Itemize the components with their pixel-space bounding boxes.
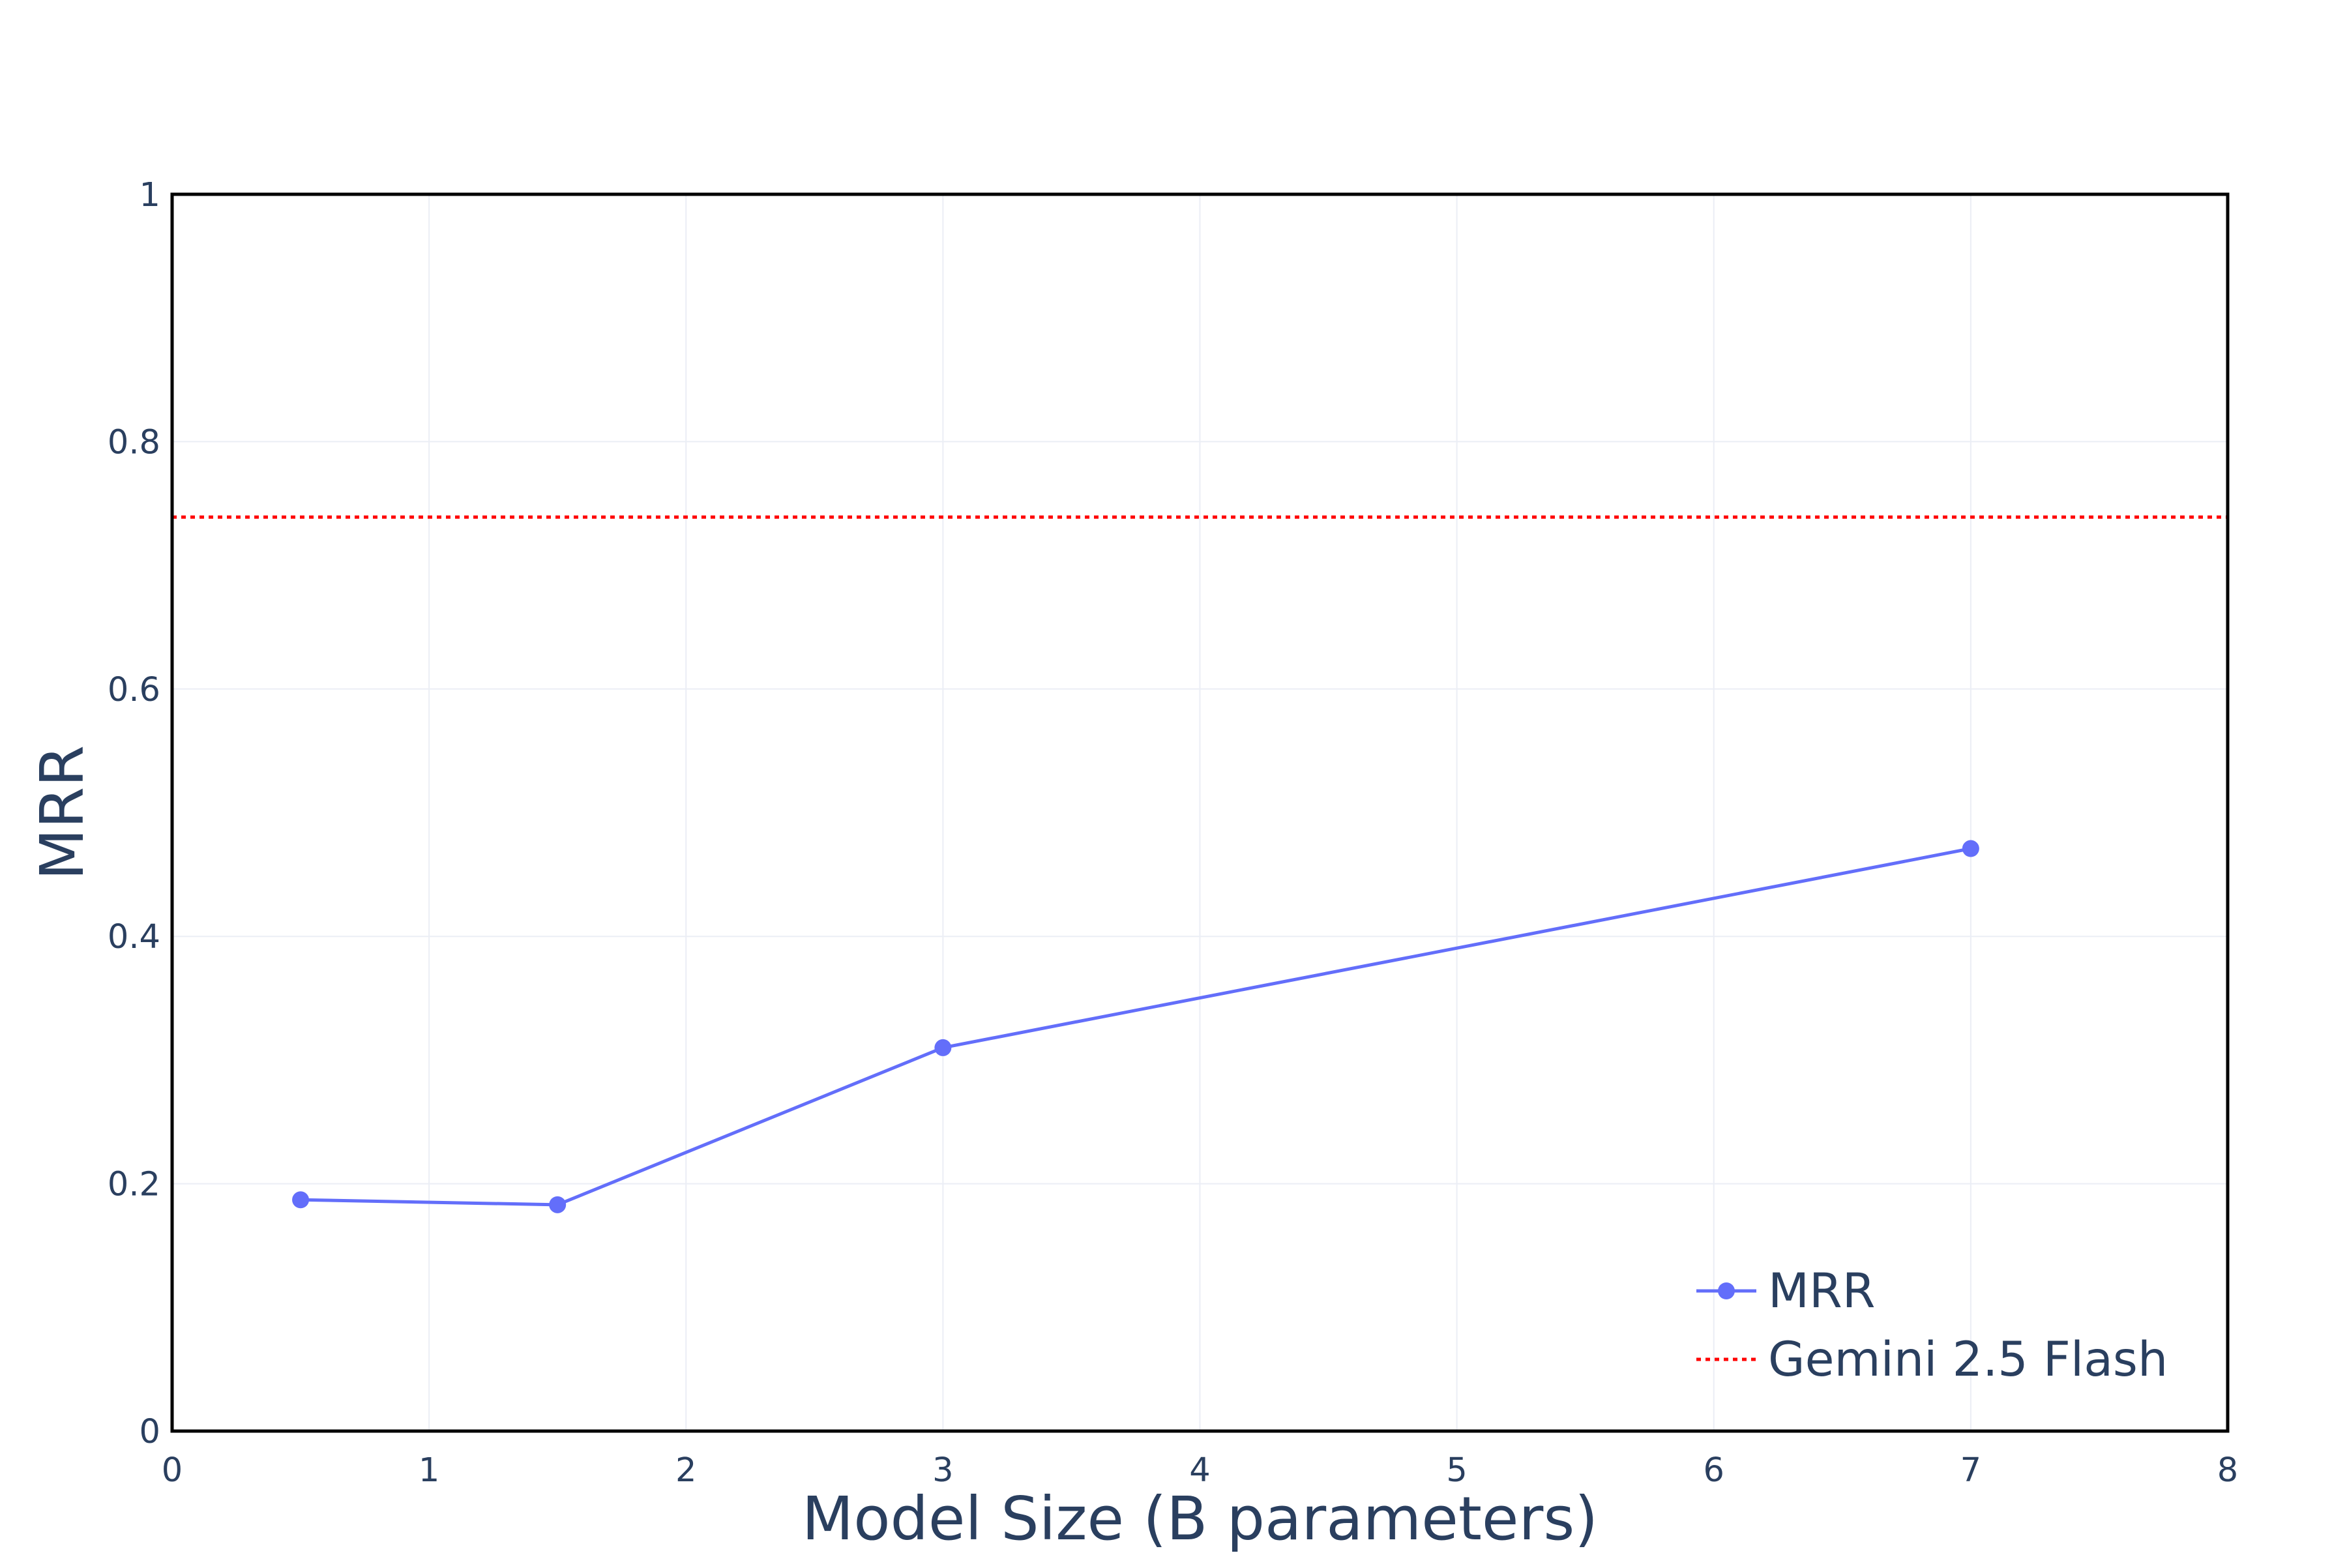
y-tick-label: 0.4 — [108, 918, 160, 956]
x-tick-label: 2 — [675, 1451, 696, 1490]
data-point-mrr — [549, 1196, 567, 1213]
x-tick-label: 6 — [1704, 1451, 1724, 1490]
y-tick-label: 0 — [140, 1413, 160, 1451]
series-layer — [292, 840, 1979, 1213]
x-tick-label: 7 — [1960, 1451, 1981, 1490]
legend-label-gemini: Gemini 2.5 Flash — [1768, 1332, 2168, 1387]
plot-frame — [170, 192, 2230, 1433]
series-line-mrr — [301, 847, 1971, 1207]
x-tick-label: 4 — [1189, 1451, 1210, 1490]
y-axis-title: MRR — [27, 745, 97, 880]
legend-marker-mrr — [1718, 1282, 1735, 1299]
x-tick-label: 8 — [2217, 1451, 2238, 1490]
tick-labels: 0 1 2 3 4 5 6 7 8 0 0.2 0.4 0.6 0.8 1 — [108, 176, 2238, 1490]
y-tick-label: 0.8 — [108, 423, 160, 462]
legend: MRR Gemini 2.5 Flash — [1696, 1264, 2168, 1387]
x-tick-label: 3 — [932, 1451, 953, 1490]
y-tick-label: 0.2 — [108, 1166, 160, 1204]
y-tick-label: 1 — [140, 176, 160, 214]
x-tick-label: 1 — [419, 1451, 439, 1490]
data-point-mrr — [292, 1191, 310, 1209]
data-point-mrr — [1962, 840, 1979, 857]
legend-label-mrr: MRR — [1768, 1264, 1875, 1319]
y-tick-label: 0.6 — [108, 671, 160, 709]
x-tick-label: 0 — [162, 1451, 183, 1490]
x-tick-label: 5 — [1446, 1451, 1467, 1490]
data-point-mrr — [934, 1039, 952, 1056]
x-axis-title: Model Size (B parameters) — [802, 1484, 1598, 1554]
